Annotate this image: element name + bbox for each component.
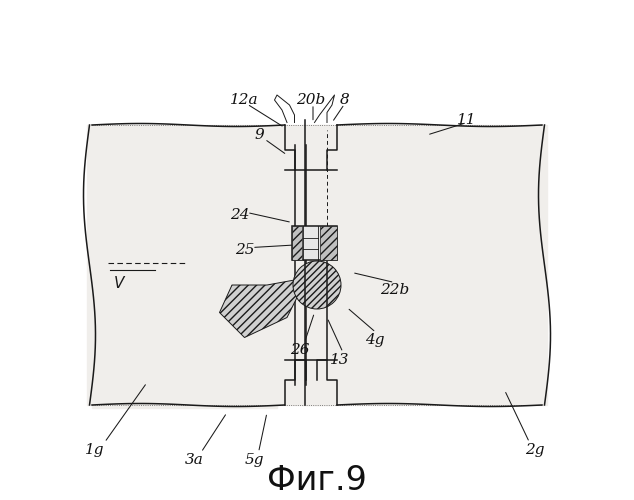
Text: 20b: 20b	[296, 93, 326, 107]
Text: 4g: 4g	[365, 333, 384, 347]
Bar	[292, 226, 337, 260]
Text: $V$: $V$	[113, 274, 126, 290]
Polygon shape	[87, 125, 332, 405]
Text: 12a: 12a	[230, 93, 259, 107]
Text: 8: 8	[340, 93, 349, 107]
Text: 26: 26	[290, 343, 309, 357]
Text: 9: 9	[255, 128, 264, 142]
Polygon shape	[219, 280, 299, 338]
Bar	[320, 226, 337, 260]
Text: 3a: 3a	[185, 453, 204, 467]
Text: 11: 11	[457, 113, 477, 127]
Text: 1g: 1g	[85, 443, 104, 457]
Text: 13: 13	[330, 353, 349, 367]
Text: 24: 24	[230, 208, 249, 222]
Text: 2g: 2g	[525, 443, 544, 457]
Text: 25: 25	[235, 243, 254, 257]
Text: 5g: 5g	[245, 453, 264, 467]
Circle shape	[293, 261, 341, 309]
Bar	[292, 226, 302, 260]
Text: Фиг.9: Фиг.9	[267, 464, 367, 496]
Polygon shape	[302, 125, 547, 405]
Text: 22b: 22b	[380, 283, 409, 297]
